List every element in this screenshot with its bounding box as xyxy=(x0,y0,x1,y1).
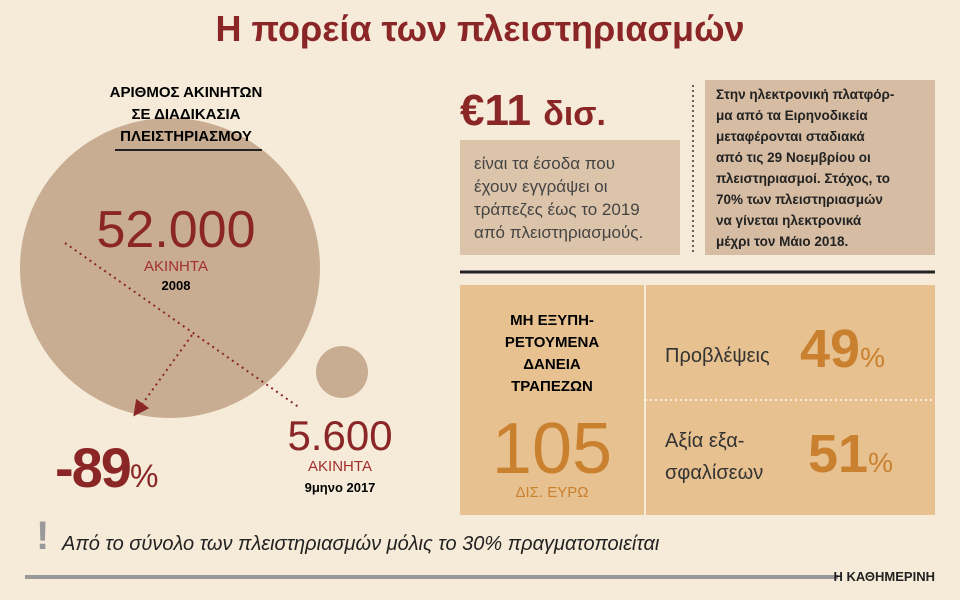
big-circle xyxy=(20,118,320,418)
revenue-text: είναι τα έσοδα που έχουν εγγράψει οι τράπε… xyxy=(474,152,643,244)
source: Η ΚΑΘΗΜΕΡΙΝΗ xyxy=(833,569,936,584)
second-unit: ΑΚΙΝΗΤΑ xyxy=(308,458,372,475)
text-line: έχουν εγγράψει οι xyxy=(474,177,608,196)
text-line: τράπεζες έως το 2019 xyxy=(474,200,640,219)
text-line: μεταφέρονται σταδιακά xyxy=(716,129,865,144)
text-line: 70% των πλειστηριασμών xyxy=(716,192,883,207)
first-unit: ΑΚΙΝΗΤΑ xyxy=(144,258,208,275)
npl-unit: ΔΙΣ. ΕΥΡΩ xyxy=(515,484,589,501)
provisions-label: Προβλέψεις xyxy=(665,340,770,372)
text-line: πλειστηριασμοί. Στόχος, το xyxy=(716,171,891,186)
caption: Από το σύνολο των πλειστηριασμών μόλις τ… xyxy=(62,533,660,555)
text-line: Στην ηλεκτρονική πλατφόρ- xyxy=(716,87,895,102)
text-line: ΣΕ ΔΙΑΔΙΚΑΣΙΑ xyxy=(131,106,241,123)
text-line: Προβλέψεις xyxy=(665,345,770,367)
revenue-unit: δισ. xyxy=(543,95,606,133)
npl-value: 105 xyxy=(491,409,613,489)
first-value: 52.000 xyxy=(96,201,256,259)
text-line: σφαλίσεων xyxy=(665,462,764,484)
title: Η πορεία των πλειστηριασμών xyxy=(215,8,745,49)
heading: ΑΡΙΘΜΟΣ ΑΚΙΝΗΤΩΝ ΣΕ ΔΙΑΔΙΚΑΣΙΑ ΠΛΕΙΣΤΗΡΙΑΣ… xyxy=(110,82,263,148)
small-circle xyxy=(316,346,368,398)
change: -89% xyxy=(55,435,158,500)
text-line: να γίνεται ηλεκτρονικά xyxy=(716,213,862,228)
alert-mark: ! xyxy=(36,514,50,558)
text-line: Αξία εξα- xyxy=(665,430,745,452)
first-period: 2008 xyxy=(161,278,191,293)
second-period: 9μηνο 2017 xyxy=(304,480,376,495)
change-value: -89 xyxy=(55,436,132,499)
provisions: 49% xyxy=(800,318,885,380)
note-box xyxy=(705,80,935,255)
text-line: ΜΗ ΕΞΥΠΗ- xyxy=(510,312,594,329)
revenue-box xyxy=(460,140,680,255)
provisions-value: 49 xyxy=(800,319,861,379)
text-line: είναι τα έσοδα που xyxy=(474,154,615,173)
text-line: μα από τα Ειρηνοδικεία xyxy=(716,108,868,123)
collateral-value: 51 xyxy=(808,424,869,484)
second-value: 5.600 xyxy=(287,412,393,459)
text-line: ΑΡΙΘΜΟΣ ΑΚΙΝΗΤΩΝ xyxy=(109,84,263,101)
text-line: από τις 29 Νοεμβρίου οι xyxy=(716,150,871,165)
text-line: ΤΡΑΠΕΖΩΝ xyxy=(511,378,593,395)
note-text: Στην ηλεκτρονική πλατφόρ-μα από τα Ειρην… xyxy=(716,84,894,252)
collateral-unit: % xyxy=(868,447,893,478)
text-line: ΡΕΤΟΥΜΕΝΑ xyxy=(504,334,600,351)
text-line: ΠΛΕΙΣΤΗΡΙΑΣΜΟΥ xyxy=(120,128,252,145)
collateral: 51% xyxy=(808,423,893,485)
text-line: ΔΑΝΕΙΑ xyxy=(523,356,581,373)
revenue-value: €11 xyxy=(460,86,531,135)
text-line: μέχρι τον Μάιο 2018. xyxy=(716,234,849,249)
npl-heading: ΜΗ ΕΞΥΠΗ- ΡΕΤΟΥΜΕΝΑ ΔΑΝΕΙΑ ΤΡΑΠΕΖΩΝ xyxy=(505,310,599,398)
change-unit: % xyxy=(129,458,158,494)
text-line: από πλειστηριασμούς. xyxy=(474,223,644,242)
provisions-unit: % xyxy=(860,342,885,373)
revenue: €11 δισ. xyxy=(460,86,606,136)
collateral-label: Αξία εξα-σφαλίσεων xyxy=(665,425,763,489)
